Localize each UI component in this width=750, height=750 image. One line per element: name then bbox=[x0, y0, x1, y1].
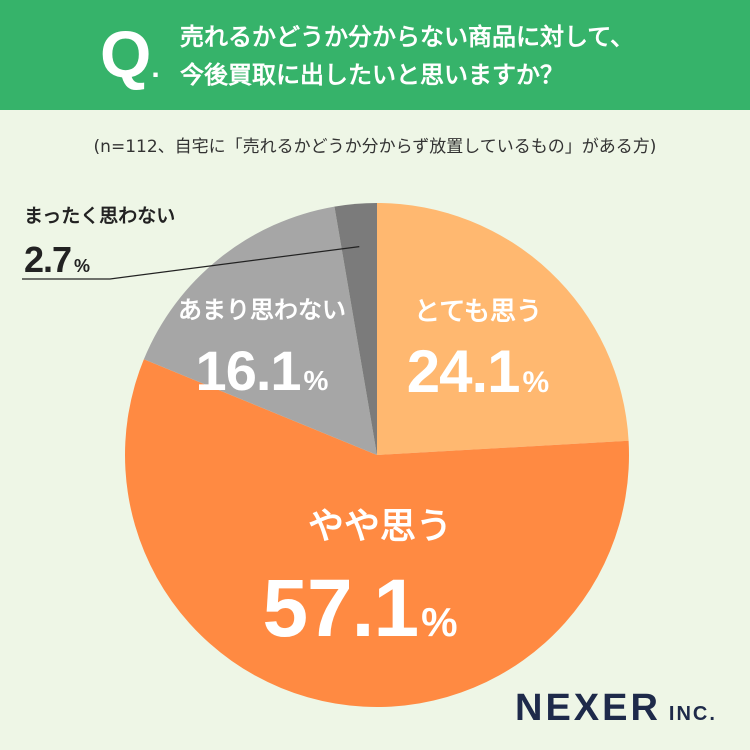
nexer-logo: NEXER INC. bbox=[515, 687, 717, 730]
slice-label-amari-omowanai: あまり思わない bbox=[178, 296, 346, 324]
slice-value-amari-omowanai: 16.1% bbox=[196, 339, 329, 402]
pie-slice-mattaku-omowanai bbox=[334, 203, 377, 455]
pie-slice-amari-omowanai bbox=[143, 206, 377, 455]
slice-value-totemo-omou: 24.1% bbox=[407, 338, 549, 405]
question-line-1: 売れるかどうか分からない商品に対して、 bbox=[180, 23, 635, 51]
slice-label-mattaku-omowanai: まったく思わない bbox=[24, 205, 175, 227]
slice-value-yaya-omou: 57.1% bbox=[262, 563, 457, 654]
slice-label-totemo-omou: とても思う bbox=[414, 297, 542, 327]
question-line-2: 今後買取に出したいと思いますか？ bbox=[180, 61, 564, 89]
slice-value-mattaku-omowanai: 2.7% bbox=[24, 239, 90, 280]
sample-note: (n=112、自宅に「売れるかどうか分からず放置しているもの」がある方) bbox=[93, 137, 657, 157]
logo-name: NEXER bbox=[515, 687, 661, 729]
logo-suffix: INC. bbox=[668, 703, 717, 725]
question-header: Q. 売れるかどうか分からない商品に対して、 今後買取に出したいと思いますか？ bbox=[0, 0, 750, 110]
q-letter: Q bbox=[100, 17, 152, 91]
slice-label-yaya-omou: やや思う bbox=[308, 506, 452, 547]
pie-slice-yaya-omou bbox=[125, 359, 630, 707]
pie-slice-totemo-omou bbox=[377, 203, 629, 455]
leader-line-mattaku-omowanai bbox=[22, 246, 360, 280]
q-dot: . bbox=[151, 51, 160, 84]
q-mark: Q. bbox=[100, 14, 160, 108]
